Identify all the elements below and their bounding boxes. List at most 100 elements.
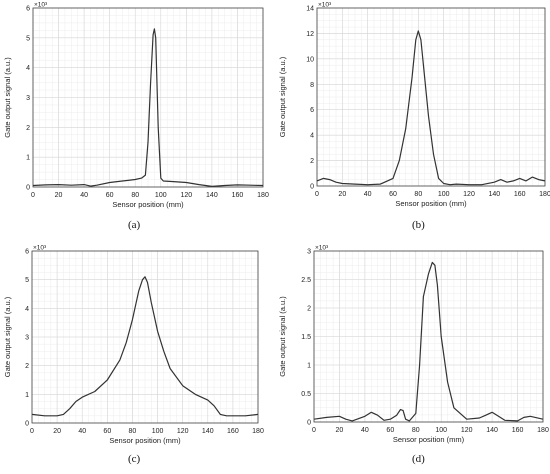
y-tick-label-c: 6 [25, 249, 29, 256]
x-axis-label-b: Sensor position (mm) [395, 199, 467, 208]
y-tick-label-d: 3 [307, 249, 311, 256]
series-line-d-0 [313, 261, 544, 422]
chart-panel-c: 0 20 40 60 80 100 120 140 160 180 0 1 2 3 4 5 6 ×10³ Senso… [0, 234, 275, 469]
y-tick-label-c: 1 [25, 392, 29, 399]
y-tick-label-d: 0 [307, 420, 311, 427]
y-tick-label-a: 4 [26, 65, 30, 72]
x-tick-label-d: 80 [412, 427, 420, 434]
y-tick-label-d: 0.5 [301, 391, 311, 398]
x-tick-label-c: 20 [53, 428, 61, 435]
y-tick-label-a: 0 [26, 185, 30, 192]
x-tick-label-c: 140 [202, 428, 214, 435]
x-tick-label-a: 120 [180, 192, 192, 199]
x-tick-label-d: 20 [336, 427, 344, 434]
y-multiplier-label-d: ×10³ [315, 245, 329, 252]
x-tick-label-a: 20 [55, 192, 63, 199]
line-chart-a: 0 20 40 60 80 100 120 140 160 180 0 1 2 3 4 5 6 ×10³ Senso… [3, 2, 269, 210]
line-chart-d: 0 20 40 60 80 100 120 140 160 180 0 0.5 1 1.5 2 2.5 3 ×10… [278, 245, 549, 445]
x-tick-label-a: 140 [206, 192, 218, 199]
y-tick-label-c: 4 [25, 306, 29, 313]
y-multiplier-label-a: ×10³ [34, 2, 48, 9]
line-chart-b: 0 20 40 60 80 100 120 140 160 180 0 2 4 6 8 10 12 14 ×10³ S… [278, 2, 550, 209]
y-tick-label-a: 2 [26, 125, 30, 132]
x-tick-label-b: 180 [539, 191, 550, 198]
x-tick-label-a: 0 [31, 192, 35, 199]
x-tick-label-a: 160 [232, 192, 244, 199]
y-tick-label-b: 4 [310, 133, 314, 140]
y-tick-label-b: 10 [306, 56, 314, 63]
y-tick-label-b: 6 [310, 107, 314, 114]
y-tick-label-b: 8 [310, 82, 314, 89]
y-tick-label-a: 5 [26, 35, 30, 42]
x-tick-label-b: 100 [438, 191, 450, 198]
x-tick-label-b: 0 [315, 191, 319, 198]
x-tick-label-c: 100 [152, 428, 164, 435]
y-tick-label-b: 0 [310, 184, 314, 191]
x-axis-label-d: Sensor position (mm) [393, 435, 465, 444]
x-tick-label-c: 0 [30, 428, 34, 435]
x-tick-label-a: 40 [80, 192, 88, 199]
x-tick-label-b: 120 [463, 191, 475, 198]
y-multiplier-label-c: ×10³ [33, 245, 47, 252]
x-tick-label-c: 40 [78, 428, 86, 435]
caption-a: (a) [128, 219, 141, 231]
chart-panel-a: 0 20 40 60 80 100 120 140 160 180 0 1 2 3 4 5 6 ×10³ Senso… [0, 0, 275, 234]
x-tick-label-b: 40 [364, 191, 372, 198]
plot-frame-c [31, 250, 259, 424]
plot-frame-d [313, 250, 544, 423]
x-tick-label-d: 180 [537, 427, 549, 434]
x-tick-label-b: 20 [338, 191, 346, 198]
y-tick-label-b: 2 [310, 158, 314, 165]
y-tick-label-a: 1 [26, 155, 30, 162]
x-tick-label-c: 180 [252, 428, 264, 435]
y-tick-label-c: 5 [25, 277, 29, 284]
x-tick-label-c: 160 [227, 428, 239, 435]
y-axis-label-c: Gate output signal (a.u.) [3, 296, 12, 377]
y-tick-label-c: 3 [25, 335, 29, 342]
x-tick-label-d: 40 [361, 427, 369, 434]
x-tick-label-d: 100 [435, 427, 447, 434]
y-axis-label-a: Gate output signal (a.u.) [3, 57, 12, 138]
x-tick-label-a: 80 [131, 192, 139, 199]
x-tick-label-d: 0 [312, 427, 316, 434]
x-tick-label-d: 120 [461, 427, 473, 434]
x-tick-label-c: 80 [129, 428, 137, 435]
series-line-a-0 [32, 28, 264, 187]
chart-panel-d: 0 20 40 60 80 100 120 140 160 180 0 0.5 1 1.5 2 2.5 3 ×10… [275, 234, 550, 469]
x-tick-label-a: 100 [155, 192, 167, 199]
x-tick-label-b: 80 [414, 191, 422, 198]
y-tick-label-c: 0 [25, 421, 29, 428]
y-tick-label-d: 2 [307, 306, 311, 313]
plot-frame-b [316, 7, 546, 187]
y-tick-label-b: 12 [306, 31, 314, 38]
y-multiplier-label-b: ×10³ [318, 2, 332, 9]
y-tick-label-d: 2.5 [301, 277, 311, 284]
x-tick-label-c: 60 [103, 428, 111, 435]
series-line-b-0 [316, 30, 546, 186]
y-axis-label-b: Gate output signal (a.u.) [278, 56, 287, 137]
y-tick-label-d: 1.5 [301, 334, 311, 341]
chart-panel-b: 0 20 40 60 80 100 120 140 160 180 0 2 4 6 8 10 12 14 ×10³ S… [275, 0, 550, 234]
plot-frame-a [32, 7, 264, 188]
x-tick-label-c: 120 [177, 428, 189, 435]
x-tick-label-b: 60 [389, 191, 397, 198]
x-tick-label-a: 180 [257, 192, 269, 199]
x-tick-label-d: 160 [512, 427, 524, 434]
y-tick-label-a: 6 [26, 6, 30, 13]
series-line-c-0 [31, 276, 259, 417]
x-tick-label-d: 140 [486, 427, 498, 434]
x-axis-label-a: Sensor position (mm) [112, 200, 184, 209]
y-tick-label-c: 2 [25, 363, 29, 370]
y-tick-label-b: 14 [306, 6, 314, 13]
line-chart-c: 0 20 40 60 80 100 120 140 160 180 0 1 2 3 4 5 6 ×10³ Senso… [3, 245, 264, 446]
x-tick-label-b: 140 [488, 191, 500, 198]
caption-c: (c) [128, 453, 141, 465]
caption-d: (d) [412, 453, 425, 465]
y-tick-label-a: 3 [26, 95, 30, 102]
y-axis-label-d: Gate output signal (a.u.) [278, 296, 287, 377]
y-tick-label-d: 1 [307, 363, 311, 370]
x-tick-label-a: 60 [106, 192, 114, 199]
x-tick-label-d: 60 [386, 427, 394, 434]
x-tick-label-b: 160 [514, 191, 526, 198]
x-axis-label-c: Sensor position (mm) [109, 436, 181, 445]
